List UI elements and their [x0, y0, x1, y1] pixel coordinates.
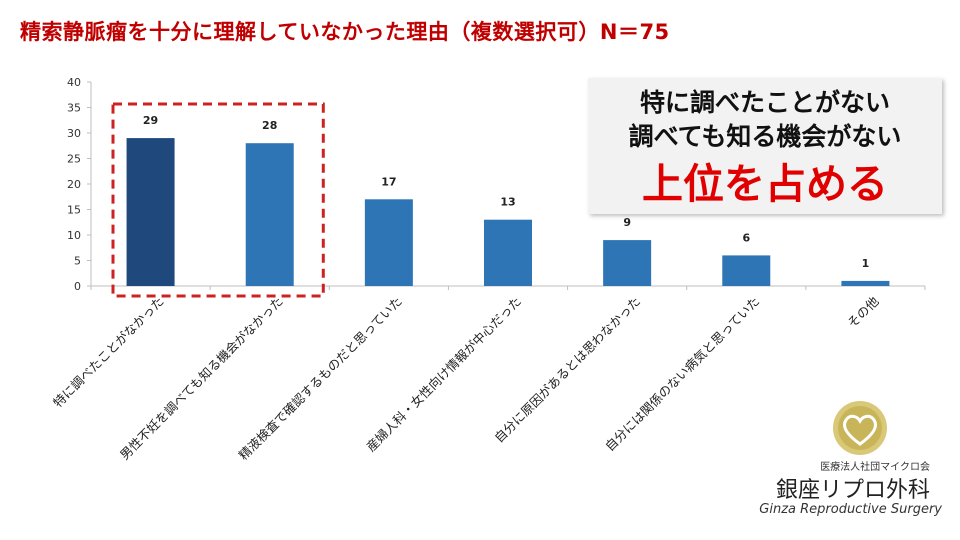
data-label-0: 29: [143, 114, 158, 127]
chart-title: 精索静脈瘤を十分に理解していなかった理由（複数選択可）N＝75: [20, 20, 670, 44]
y-tick-label-0: 0: [74, 280, 81, 293]
logo-org-name: 医療法人社団マイクロ会: [820, 462, 930, 473]
y-tick-label-1: 5: [74, 255, 81, 268]
y-tick-label-6: 30: [67, 127, 81, 140]
y-tick-label-7: 35: [67, 102, 81, 115]
callout-line-2: 調べても知る機会がない: [628, 122, 902, 151]
category-label-0: 特に調べたことがなかった: [50, 294, 167, 411]
heart-emblem-icon: [833, 401, 887, 455]
data-label-2: 17: [381, 175, 396, 188]
data-label-5: 6: [742, 231, 750, 244]
y-tick-label-8: 40: [67, 76, 81, 89]
bar-1: [245, 143, 294, 286]
callout-line-1: 特に調べたことがない: [639, 88, 890, 117]
bar-6: [841, 280, 890, 286]
y-tick-label-2: 10: [67, 229, 81, 242]
y-tick-label-3: 15: [67, 204, 81, 217]
y-tick-label-5: 25: [67, 153, 81, 166]
category-label-6: その他: [844, 293, 881, 330]
y-tick-label-4: 20: [67, 178, 81, 191]
logo-name-jp: 銀座リプロ外科: [775, 478, 930, 503]
bar-5: [722, 255, 771, 286]
highlight-box: [111, 102, 325, 298]
data-label-3: 13: [500, 196, 515, 209]
data-label-1: 28: [262, 119, 277, 132]
bar-4: [603, 240, 652, 286]
logo-name-en: Ginza Reproductive Surgery: [759, 502, 942, 517]
callout-box: 特に調べたことがない 調べても知る機会がない 上位を占める: [588, 78, 942, 214]
clinic-logo: 医療法人社団マイクロ会 銀座リプロ外科 Ginza Reproductive S…: [754, 400, 954, 530]
callout-emphasis: 上位を占める: [642, 160, 888, 208]
bar-2: [364, 199, 413, 286]
bar-0: [126, 138, 175, 286]
bar-3: [484, 219, 532, 286]
data-label-4: 9: [623, 216, 631, 229]
data-label-6: 1: [862, 257, 870, 270]
category-label-4: 自分に原因があるとは思わなかった: [491, 294, 643, 446]
